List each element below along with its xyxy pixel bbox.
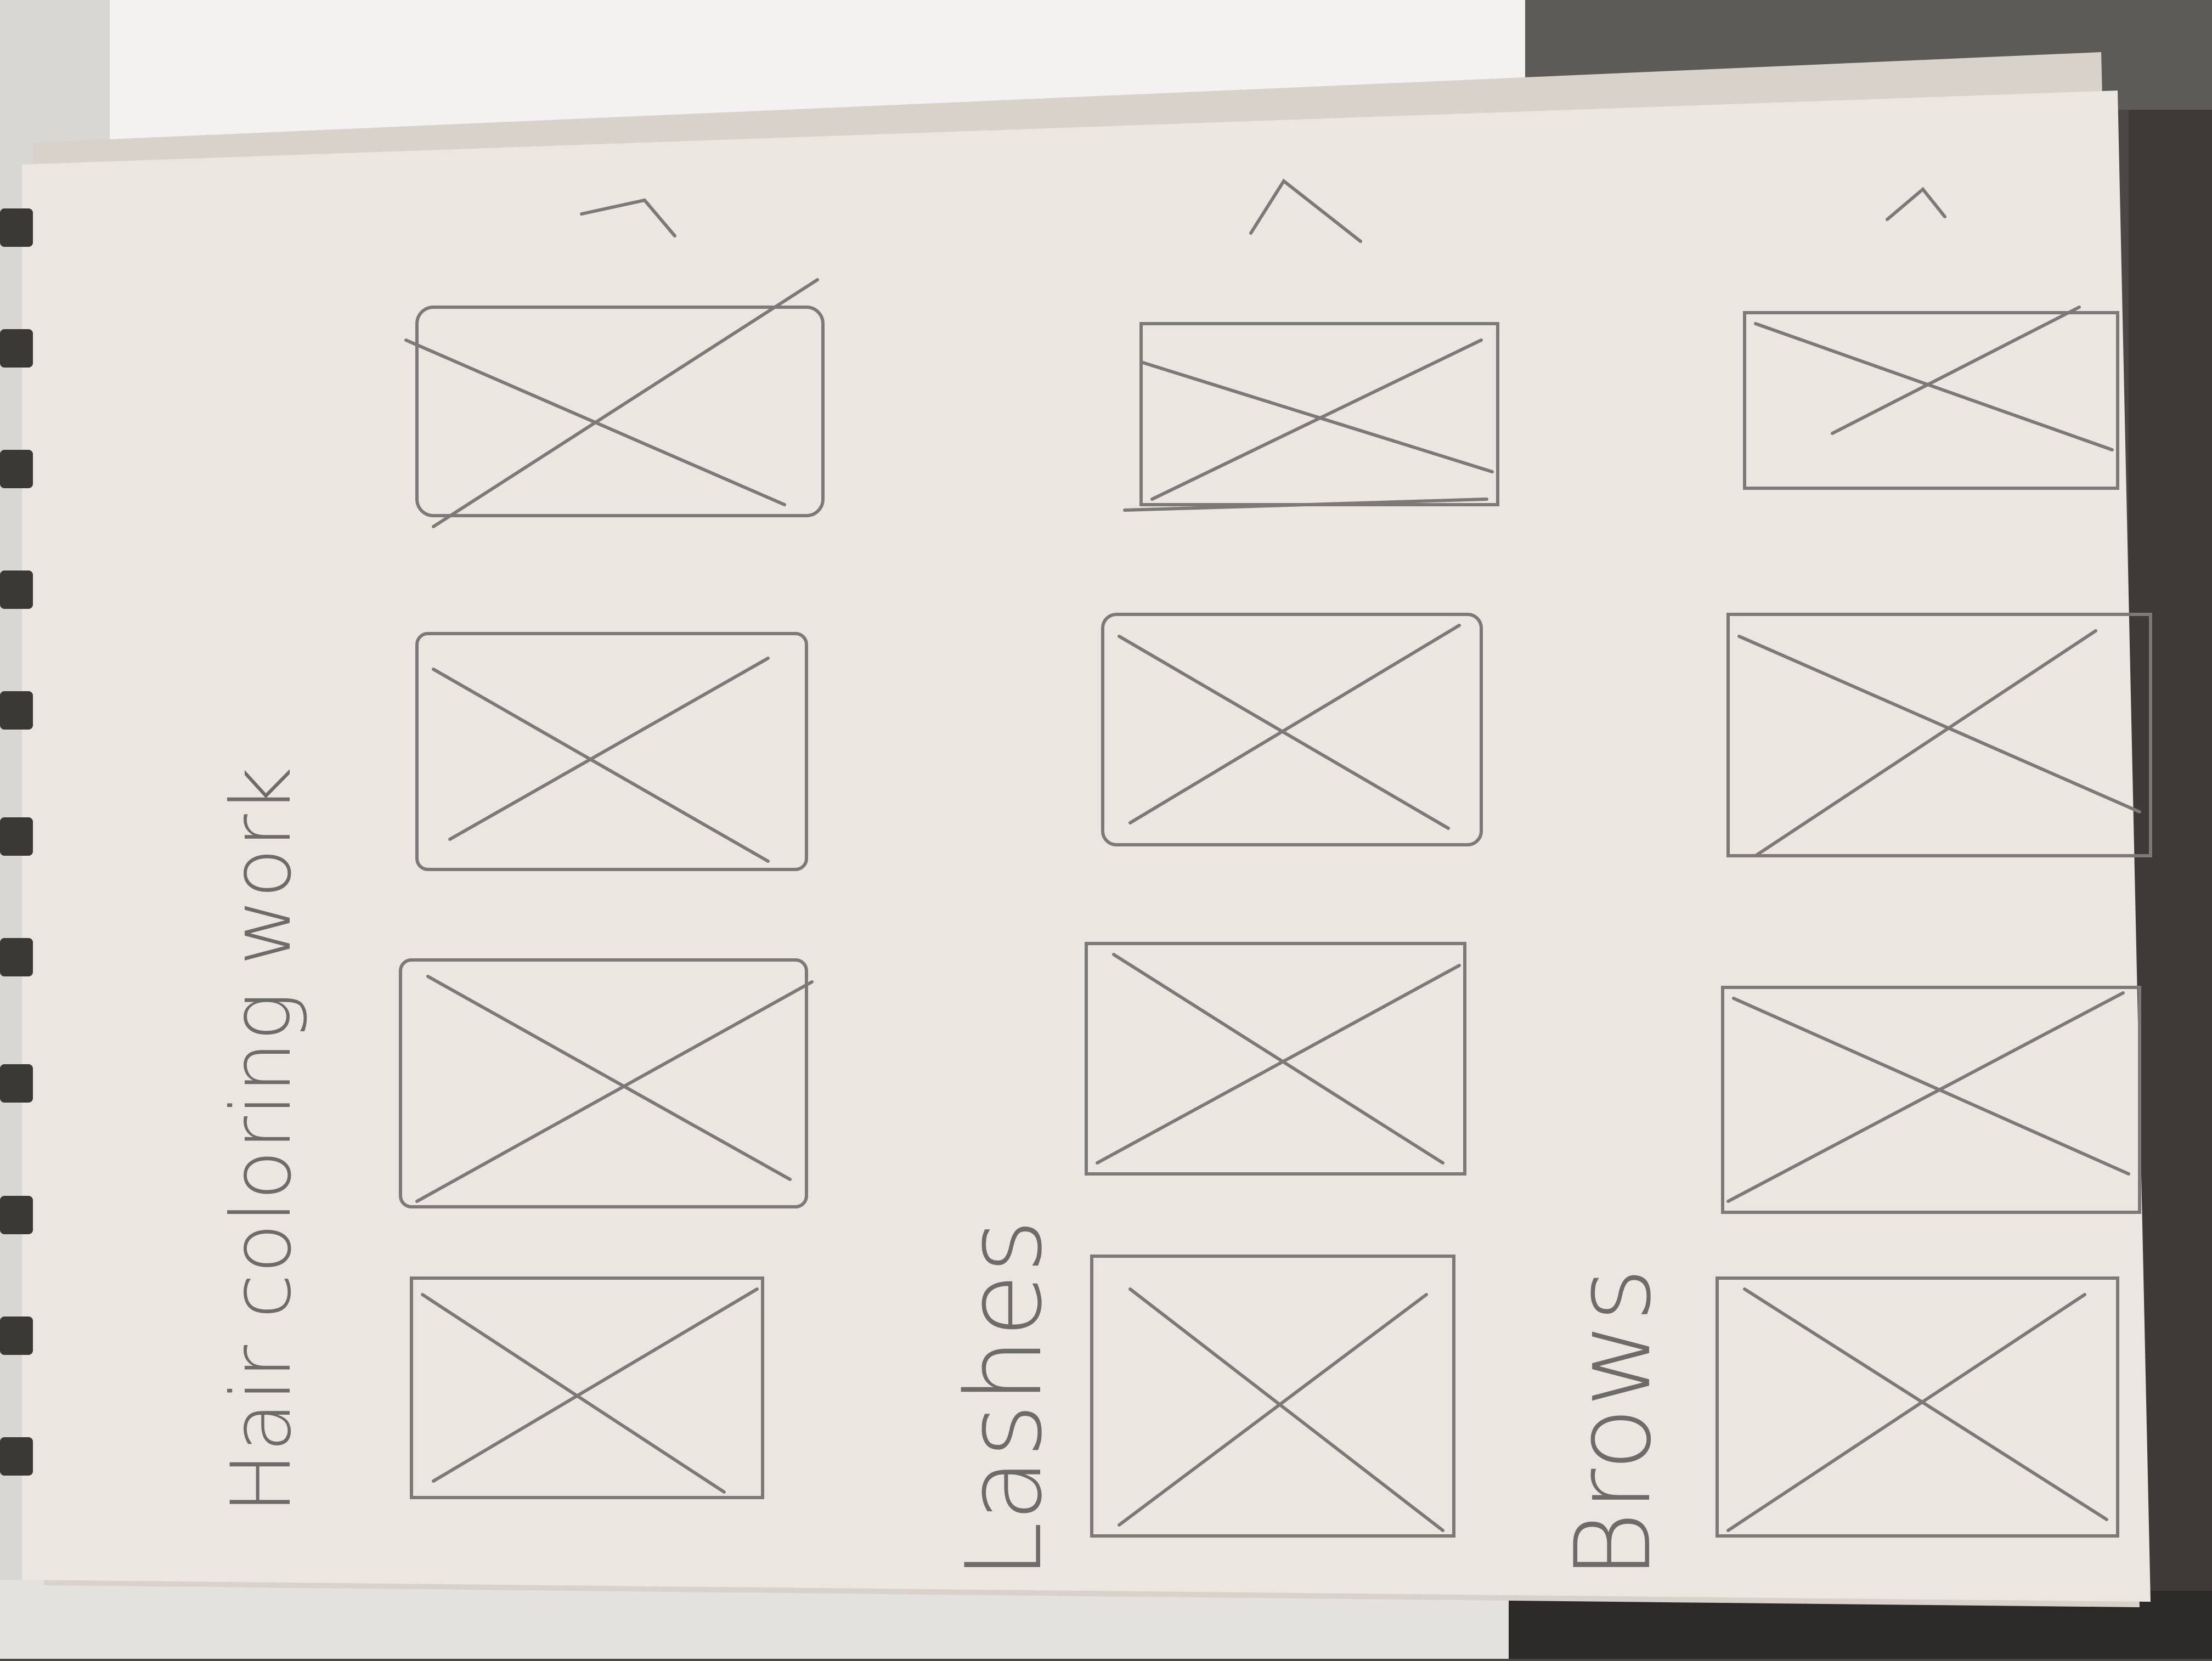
frame [1721, 986, 2141, 1214]
frame [1085, 942, 1466, 1176]
frame [404, 278, 825, 528]
arrow-up-icon [1886, 187, 1946, 221]
section-hair-frames [399, 198, 825, 1499]
arrow-up-icon [1249, 178, 1362, 243]
arrow-up-icon [580, 198, 676, 238]
frame [399, 958, 814, 1208]
section-label-lashes: Lashes [944, 1219, 1065, 1580]
frame [1716, 1276, 2119, 1538]
frame [415, 632, 808, 871]
section-label-brows: Brows [1553, 1268, 1674, 1580]
spiral-binding [0, 208, 33, 1476]
frame [1101, 613, 1483, 846]
section-brows-frames [1716, 187, 2152, 1538]
section-label-hair: Hair coloring work [214, 766, 309, 1514]
sketchbook-page [22, 91, 2151, 1602]
frame [1123, 322, 1499, 512]
frame [1743, 306, 2119, 490]
frame [410, 1276, 764, 1499]
section-lashes-frames [1085, 178, 1499, 1538]
frame [1726, 613, 2152, 857]
frame [1090, 1255, 1455, 1538]
